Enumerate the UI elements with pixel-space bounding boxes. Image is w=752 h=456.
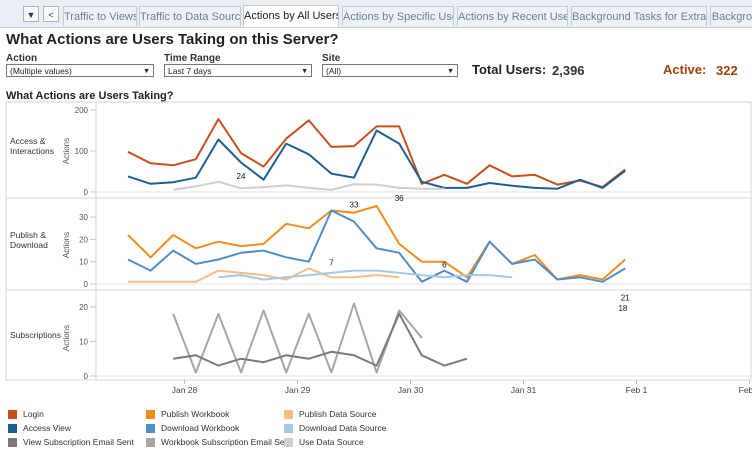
tab-actions-by-recent-users[interactable]: Actions by Recent Users xyxy=(457,6,568,26)
y-tick-label: 20 xyxy=(79,303,88,312)
series-line-use-data-source xyxy=(173,180,445,191)
site-filter-label: Site xyxy=(322,53,341,64)
y-axis-label: Actions xyxy=(62,232,71,258)
series-line-workbook-subscription-email-sent xyxy=(172,302,423,374)
action-filter-label: Action xyxy=(6,53,38,64)
series-line-download-workbook xyxy=(127,209,626,283)
series-line-publish-data-source xyxy=(128,267,400,283)
series-line-download-data-source xyxy=(218,269,513,281)
legend-swatch xyxy=(146,424,155,434)
legend-item[interactable]: Use Data Source xyxy=(284,437,364,448)
chevron-down-icon: ▼ xyxy=(447,68,454,75)
legend-item[interactable]: Publish Data Source xyxy=(284,409,377,420)
legend-swatch xyxy=(8,424,17,434)
tab-dropdown-button[interactable]: ▼ xyxy=(23,6,39,22)
y-tick-label: 20 xyxy=(79,235,88,244)
page-title: What Actions are Users Taking on this Se… xyxy=(6,31,339,48)
tab-actions-by-specific-user[interactable]: Actions by Specific User xyxy=(342,6,454,26)
x-tick-label: Feb 1 xyxy=(626,385,648,395)
legend-label: Publish Data Source xyxy=(299,409,377,419)
tab-traffic-to-data-sources[interactable]: Traffic to Data Sources xyxy=(139,6,241,26)
legend-label: Use Data Source xyxy=(299,437,364,447)
y-axis-label: Actions xyxy=(62,138,71,164)
legend-swatch xyxy=(284,410,293,420)
time-range-filter-label: Time Range xyxy=(164,53,221,64)
chevron-down-icon: ▼ xyxy=(26,10,36,20)
action-filter-select[interactable]: (Multiple values) ▼ xyxy=(6,64,154,77)
panel-label: Subscriptions xyxy=(10,330,61,340)
legend-swatch xyxy=(146,438,155,448)
x-tick-label: Jan 31 xyxy=(511,385,537,395)
series-line-view-subscription-email-sent xyxy=(173,312,468,367)
y-tick-label: 0 xyxy=(84,372,89,381)
time-range-filter-select[interactable]: Last 7 days ▼ xyxy=(164,64,312,77)
total-users-value: 2,396 xyxy=(552,63,585,78)
y-tick-label: 10 xyxy=(79,258,88,267)
legend-label: View Subscription Email Sent xyxy=(23,437,134,447)
data-label: 33 xyxy=(350,200,359,209)
action-filter-value: (Multiple values) xyxy=(10,66,72,76)
data-label: 36 xyxy=(395,194,404,203)
series-line-login xyxy=(127,118,626,189)
tab-actions-by-all-users[interactable]: Actions by All Users xyxy=(243,5,339,27)
tab-traffic-to-views[interactable]: Traffic to Views xyxy=(63,6,137,26)
legend-item[interactable]: Download Data Source xyxy=(284,423,386,434)
total-users-label: Total Users: xyxy=(472,62,547,77)
panel-label: Access & Interactions xyxy=(10,136,54,156)
tab-bar: ▼ < Traffic to Views Traffic to Data Sou… xyxy=(0,0,752,28)
time-range-filter-value: Last 7 days xyxy=(168,66,212,76)
legend-label: Download Data Source xyxy=(299,423,387,433)
legend-swatch xyxy=(284,424,293,434)
legend-swatch xyxy=(8,438,17,448)
legend-swatch xyxy=(284,438,293,448)
series-line-publish-workbook xyxy=(127,205,626,281)
series-line-access-view xyxy=(127,129,626,190)
y-tick-label: 100 xyxy=(75,147,89,156)
chart-frame xyxy=(5,101,752,381)
tab-background-tasks-for-extracts[interactable]: Background Tasks for Extracts xyxy=(571,6,707,26)
data-label: 6 xyxy=(442,261,447,270)
legend-label: Workbook Subscription Email Sent xyxy=(161,437,292,447)
data-label: 18 xyxy=(618,304,627,313)
chevron-left-icon: < xyxy=(48,10,54,20)
legend-item[interactable]: Publish Workbook xyxy=(146,409,229,420)
chart-title: What Actions are Users Taking? xyxy=(6,90,174,102)
data-label: 21 xyxy=(621,293,630,302)
legend-swatch xyxy=(146,410,155,420)
site-filter-value: (All) xyxy=(326,66,342,76)
x-tick-label: Jan 30 xyxy=(398,385,424,395)
y-axis-label: Actions xyxy=(62,325,71,351)
tab-background-truncated[interactable]: Backgro xyxy=(710,6,752,26)
legend-item[interactable]: Workbook Subscription Email Sent xyxy=(146,437,292,448)
legend-item[interactable]: Download Workbook xyxy=(146,423,239,434)
legend-item[interactable]: Login xyxy=(8,409,44,420)
legend-label: Login xyxy=(23,409,44,419)
chevron-down-icon: ▼ xyxy=(143,68,150,75)
legend-label: Publish Workbook xyxy=(161,409,230,419)
legend-label: Access View xyxy=(23,423,72,433)
data-label: 24 xyxy=(237,172,246,181)
y-tick-label: 0 xyxy=(84,280,89,289)
active-users-value: 322 xyxy=(716,63,738,78)
panel-label: Publish & Download xyxy=(10,230,48,250)
x-tick-label: Jan 29 xyxy=(285,385,311,395)
y-tick-label: 0 xyxy=(84,188,89,197)
y-tick-label: 200 xyxy=(75,106,89,115)
legend-item[interactable]: View Subscription Email Sent xyxy=(8,437,134,448)
tab-scroll-left-button[interactable]: < xyxy=(43,6,59,22)
legend-label: Download Workbook xyxy=(161,423,240,433)
site-filter-select[interactable]: (All) ▼ xyxy=(322,64,458,77)
active-users-label: Active: xyxy=(663,62,707,77)
chevron-down-icon: ▼ xyxy=(301,68,308,75)
legend-item[interactable]: Access View xyxy=(8,423,71,434)
y-tick-label: 30 xyxy=(79,213,88,222)
legend-swatch xyxy=(8,410,17,420)
data-label: 7 xyxy=(329,258,334,267)
x-tick-label: Feb 2 xyxy=(739,385,752,395)
x-tick-label: Jan 28 xyxy=(172,385,198,395)
y-tick-label: 10 xyxy=(79,337,88,346)
